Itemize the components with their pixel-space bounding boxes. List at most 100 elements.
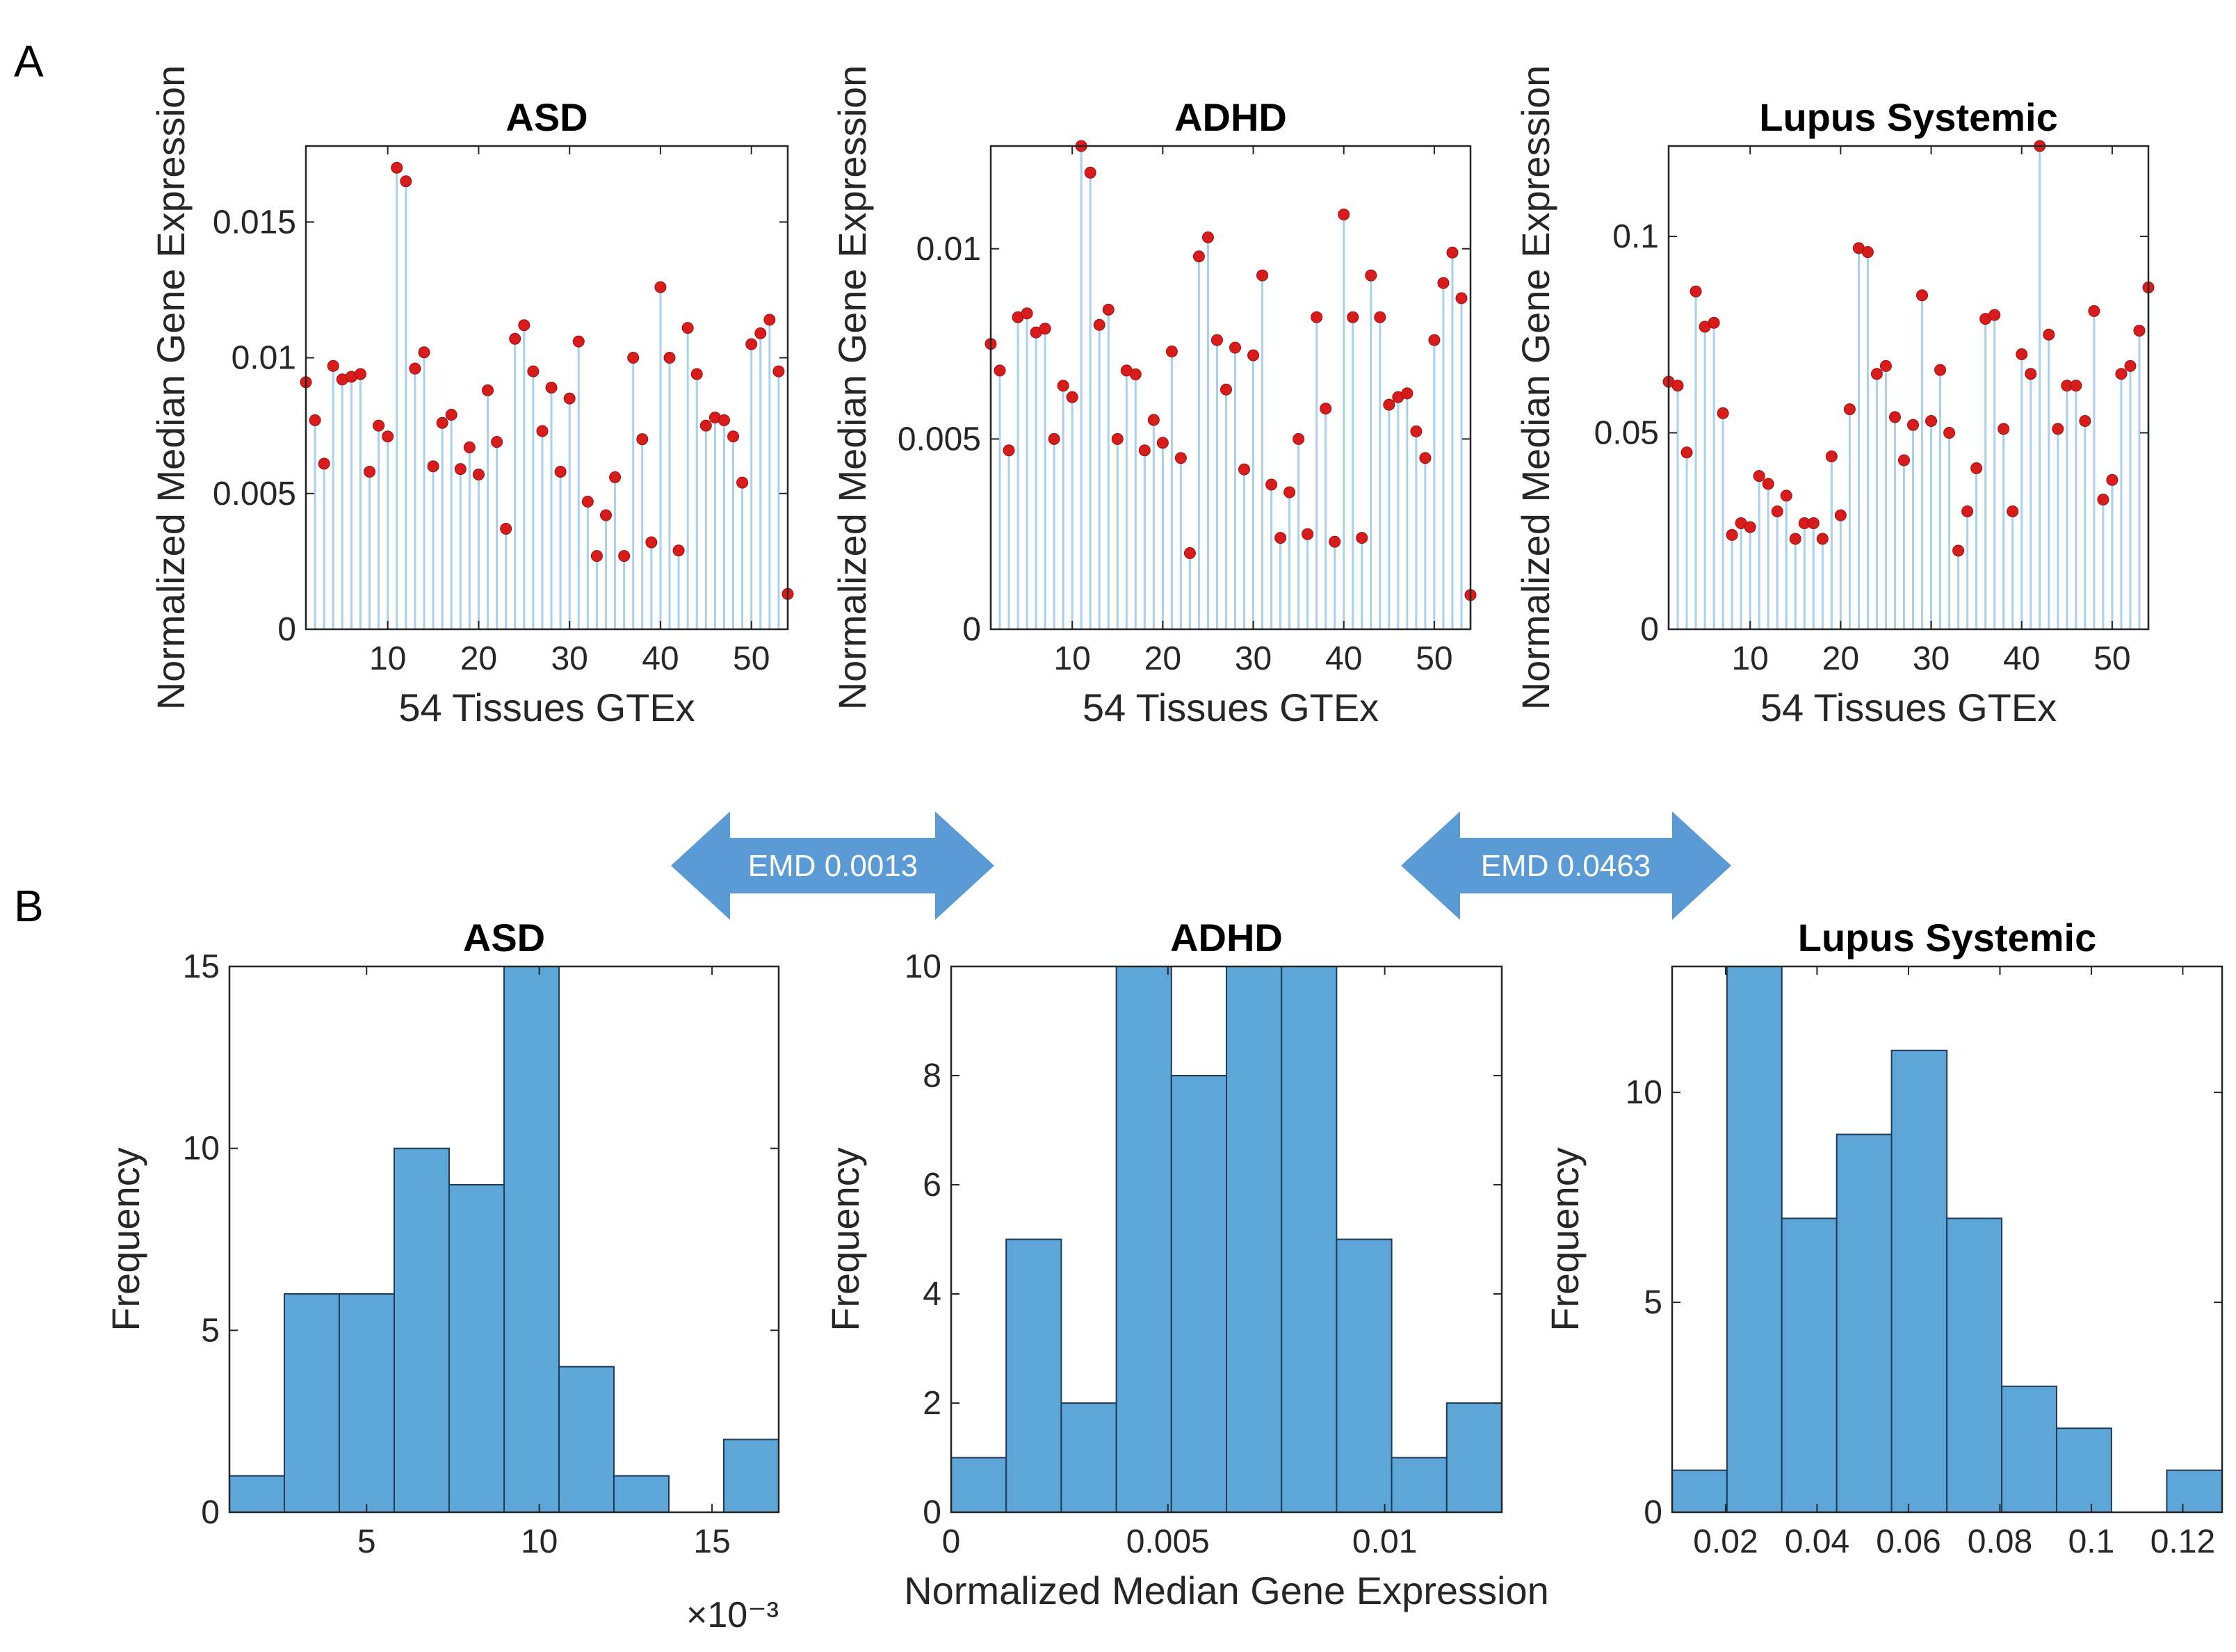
stem-marker <box>1970 462 1983 474</box>
y-tick-label: 0.01 <box>232 340 296 377</box>
chart-title: Lupus Systemic <box>1798 916 2096 959</box>
x-tick-label: 5 <box>357 1523 376 1560</box>
stem-marker <box>1039 323 1051 335</box>
stem-marker <box>1383 398 1395 411</box>
x-axis-label: 54 Tissues GTEx <box>398 686 695 729</box>
y-tick-label: 5 <box>201 1312 220 1349</box>
stem-marker <box>2016 348 2028 360</box>
stem-marker <box>572 335 585 348</box>
stem-marker <box>699 419 712 432</box>
stem-marker <box>1671 380 1684 392</box>
stem-marker <box>1374 311 1386 323</box>
stem-marker <box>509 332 521 345</box>
stem-marker <box>1174 452 1187 464</box>
axes-box <box>1667 145 2150 631</box>
stem-marker <box>1789 533 1801 545</box>
x-tick-label: 20 <box>1822 640 1859 677</box>
y-tick-label: 8 <box>923 1058 941 1094</box>
stem-marker <box>354 368 366 380</box>
y-axis-label: Normalized Median Gene Expression <box>1514 65 1557 711</box>
histogram-bar <box>448 1184 505 1513</box>
stem-marker <box>1129 368 1142 380</box>
y-tick-label: 0.01 <box>916 231 981 268</box>
stem-marker <box>2097 494 2109 506</box>
x-tick-label: 50 <box>1416 640 1452 677</box>
y-tick-label: 10 <box>905 948 941 985</box>
stem-marker <box>763 314 776 326</box>
x-tick-label: 30 <box>551 640 588 677</box>
axes-box <box>950 965 1503 1514</box>
stem-marker <box>1283 486 1296 499</box>
stem-marker <box>1961 505 1974 517</box>
x-tick-label: 0.01 <box>1352 1523 1417 1560</box>
stem-marker <box>1003 444 1015 457</box>
stem-marker <box>745 338 758 350</box>
y-tick-label: 0 <box>923 1494 941 1531</box>
stem-marker <box>1093 318 1105 331</box>
stem-marker <box>590 550 603 562</box>
stem-marker <box>1843 403 1856 416</box>
emd-label: EMD 0.0463 <box>1481 849 1651 883</box>
stem-marker <box>2043 328 2055 341</box>
stem-marker <box>491 436 503 448</box>
x-axis-label: 54 Tissues GTEx <box>1083 686 1379 729</box>
x-tick-label: 0.04 <box>1785 1523 1849 1560</box>
stem-marker <box>2106 473 2118 486</box>
stem-marker <box>581 495 594 508</box>
stem-marker <box>1455 292 1468 305</box>
histogram-bar <box>1391 1457 1448 1513</box>
stem-marker <box>327 359 339 372</box>
histogram-bar <box>1836 1133 1893 1513</box>
stem-marker <box>1943 426 1956 439</box>
stem-marker <box>536 425 549 437</box>
stem-marker <box>1726 528 1738 541</box>
stem-marker <box>727 430 740 443</box>
x-exponent-label: ×10⁻³ <box>686 1595 779 1635</box>
histogram-bar <box>339 1293 395 1513</box>
stem-marker <box>472 468 485 480</box>
histogram-bar <box>1946 1217 2003 1514</box>
histogram-bar <box>1281 966 1338 1513</box>
stem-marker <box>1274 532 1287 544</box>
panel-label-b: B <box>14 881 44 931</box>
chart-title: Lupus Systemic <box>1759 95 2057 139</box>
stem-marker <box>1680 446 1693 459</box>
stem-marker <box>1708 316 1720 329</box>
stem-marker <box>1690 285 1702 298</box>
stem-marker <box>563 392 576 405</box>
y-tick-label: 10 <box>183 1131 220 1167</box>
stem-marker <box>1816 533 1829 545</box>
stem-marker <box>663 352 676 364</box>
histogram-bar <box>503 966 560 1513</box>
y-tick-label: 0.005 <box>213 476 296 512</box>
histogram-bar <box>558 1366 615 1513</box>
x-tick-label: 0.02 <box>1693 1523 1758 1560</box>
stem-marker <box>436 416 448 429</box>
stem-marker <box>1717 407 1729 419</box>
stem-marker <box>2025 368 2037 380</box>
stem-marker <box>382 430 394 443</box>
histogram-bar <box>1336 1238 1393 1513</box>
x-tick-label: 30 <box>1235 640 1272 677</box>
histogram-bar <box>394 1147 450 1513</box>
stem-marker <box>1401 387 1413 400</box>
stem-marker <box>2079 415 2091 428</box>
stem-marker <box>1780 489 1792 502</box>
x-tick-label: 0.06 <box>1876 1523 1941 1560</box>
stem-marker <box>618 550 631 562</box>
x-tick-label: 50 <box>733 640 770 677</box>
stem-marker <box>1934 364 1947 376</box>
stem-marker <box>1870 368 1883 380</box>
x-tick-label: 0.005 <box>1126 1523 1210 1560</box>
stem-marker <box>2052 423 2064 435</box>
x-tick-label: 10 <box>369 640 406 677</box>
emd-arrow-1: EMD 0.0013 <box>671 811 994 920</box>
stem-marker <box>1428 334 1441 346</box>
stem-marker <box>1356 532 1368 544</box>
x-tick-label: 0 <box>942 1523 961 1560</box>
chart-5: 0 0.005 0.01 0 2 4 6 8 10 ADHD Normalized Median G… <box>823 916 1549 1612</box>
stem-marker <box>736 476 749 489</box>
stem-marker <box>636 433 649 446</box>
stem-marker <box>1192 250 1205 263</box>
x-axis-label: 54 Tissues GTEx <box>1760 686 2057 729</box>
